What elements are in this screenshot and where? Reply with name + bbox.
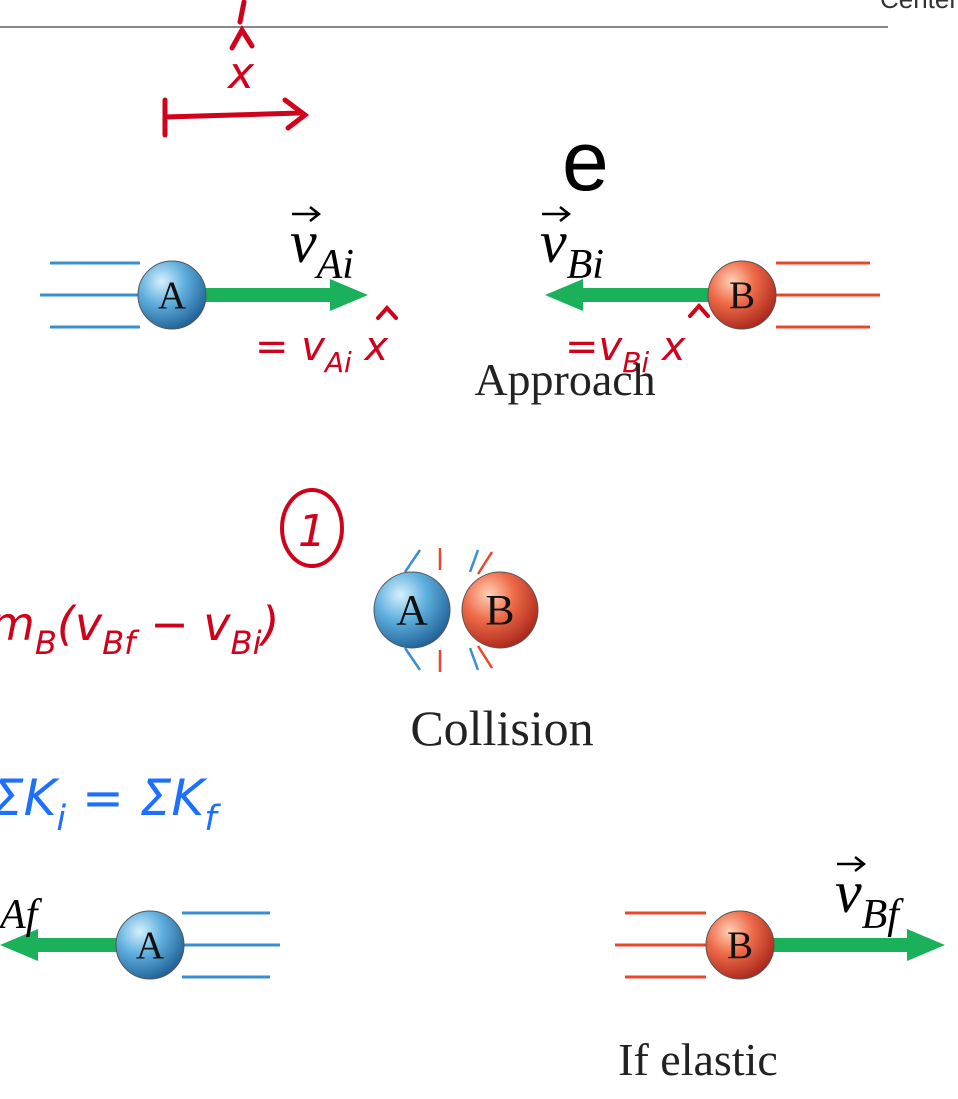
ball-label: A — [396, 586, 428, 634]
subscript: i — [56, 799, 66, 839]
caption: If elastic — [618, 1034, 778, 1085]
vector-subscript: Af — [0, 892, 43, 938]
vector-subscript: Ai — [314, 242, 354, 288]
vector-label: vAi — [290, 209, 354, 288]
vector-subscript: Bf — [862, 892, 905, 938]
vector-subscript: Bi — [567, 242, 604, 288]
vector-label: Af — [0, 892, 43, 938]
step-number: 1 — [298, 506, 326, 557]
title-fragment: e — [562, 114, 609, 208]
hat-mark — [378, 308, 396, 318]
spark — [470, 648, 478, 670]
text-run: = ΣK — [66, 769, 208, 827]
spark — [478, 646, 492, 668]
text-run: = v — [255, 324, 326, 370]
spark — [405, 550, 420, 572]
text-run: (v — [57, 597, 103, 651]
handwritten-equation: mB(vBf − vBi) — [0, 597, 280, 662]
text-run: m — [0, 597, 35, 651]
ball-label: A — [158, 274, 186, 317]
header-label: Center — [880, 0, 958, 14]
ball-label: B — [485, 586, 514, 634]
subscript: Bf — [102, 624, 140, 662]
text-run: − v — [136, 597, 232, 651]
caption: Approach — [474, 354, 655, 405]
hat-mark — [690, 306, 708, 316]
handwritten-equation: ΣKi = ΣKf — [0, 769, 221, 839]
ball-label: B — [727, 924, 753, 967]
caption: Collision — [410, 700, 593, 756]
ball-label: A — [136, 924, 164, 967]
text-run: ) — [259, 597, 280, 651]
subscript: Ai — [323, 346, 352, 379]
text-run: x — [352, 324, 389, 370]
subscript: Bi — [231, 624, 262, 662]
subscript: f — [204, 799, 221, 839]
velocity-arrow — [770, 929, 945, 961]
spark — [470, 550, 478, 572]
slide: Center e xAvAiBvBi= vAi x=vBi xApproach1… — [0, 0, 958, 1099]
vector-label: vBf — [835, 859, 904, 938]
handwritten-note: = vAi x — [255, 324, 389, 379]
ball-label: B — [729, 274, 755, 317]
spark — [405, 648, 420, 670]
subscript: B — [35, 624, 57, 662]
vector-label: vBi — [540, 209, 604, 288]
spark — [478, 552, 492, 574]
text-run: ΣK — [0, 769, 61, 827]
axis-label: x — [226, 48, 255, 99]
page: Center e xAvAiBvBi= vAi x=vBi xApproach1… — [0, 0, 958, 1099]
